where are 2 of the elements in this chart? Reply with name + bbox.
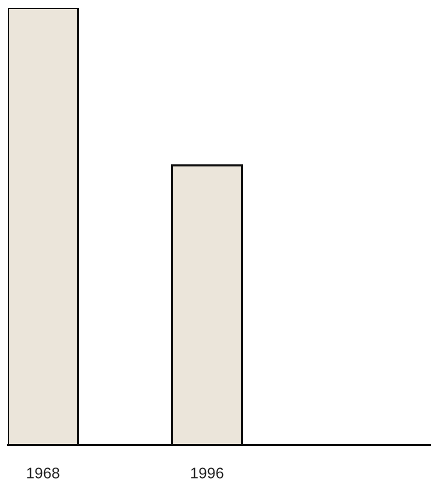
x-tick-label: 1996 — [191, 468, 224, 478]
x-tick-label: 1968 — [27, 468, 60, 478]
